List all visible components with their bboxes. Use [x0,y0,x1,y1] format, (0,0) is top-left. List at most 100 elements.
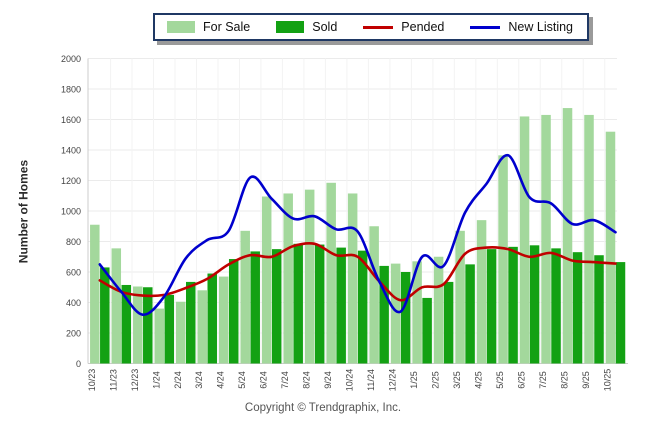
copyright-text: Copyright © Trendgraphix, Inc. [244,402,402,414]
bar-for-sale-6/25 [519,116,530,364]
y-tick-label: 600 [66,268,81,278]
line-new-listing [98,153,617,316]
bar-sold-10/25 [615,262,626,364]
bar-sold-9/24 [336,247,346,364]
bar-sold-6/25 [529,245,540,364]
x-tick-label-1/24: 1/24 [151,371,161,389]
legend-item-pended[interactable]: Pended [363,20,444,34]
bar-sold-11/23 [121,284,132,364]
x-tick-label-8/24: 8/24 [302,371,312,389]
x-tick-label-4/24: 4/24 [216,371,226,389]
bar-sold-11/24 [379,265,389,364]
x-tick-label-11/24: 11/24 [366,369,376,391]
bar-sold-3/25 [465,264,475,364]
legend-item-new-listing[interactable]: New Listing [470,20,573,34]
x-tick-label-10/25: 10/25 [603,369,613,392]
bar-for-sale-5/24 [240,230,250,364]
x-tick-label-8/25: 8/25 [560,371,570,389]
y-tick-label: 0 [76,359,81,369]
bar-for-sale-3/25 [455,230,465,364]
x-tick-label-3/25: 3/25 [452,371,462,389]
bar-for-sale-9/25 [584,114,594,364]
x-tick-label-2/25: 2/25 [431,371,441,389]
bar-for-sale-12/23 [133,286,143,364]
bar-sold-4/25 [486,249,497,364]
y-tick-label: 800 [66,237,81,247]
bar-sold-12/23 [143,287,153,364]
x-tick-label-6/25: 6/25 [517,371,527,389]
legend-item-for-sale[interactable]: For Sale [167,20,250,34]
bar-for-sale-11/24 [369,226,379,364]
bar-sold-10/23 [100,267,110,364]
bar-for-sale-1/25 [412,261,422,364]
x-tick-label-5/25: 5/25 [495,371,505,389]
bar-for-sale-10/24 [347,193,358,364]
for-sale-swatch-icon [167,21,195,33]
legend-label-pended: Pended [401,20,445,34]
x-tick-label-5/24: 5/24 [237,371,247,389]
bar-sold-2/25 [443,281,454,364]
legend-label-new-listing: New Listing [508,20,574,34]
bar-sold-9/25 [594,255,604,364]
x-tick-label-1/25: 1/25 [409,371,419,389]
bar-for-sale-11/23 [111,248,122,364]
bar-sold-6/24 [271,249,282,364]
x-tick-label-10/23: 10/23 [87,369,97,392]
x-tick-label-9/24: 9/24 [323,371,333,389]
y-tick-label: 1000 [61,207,81,217]
bar-for-sale-10/25 [605,131,616,364]
bar-for-sale-6/24 [261,196,272,364]
y-tick-label: 1200 [61,176,81,186]
bar-sold-3/24 [207,273,217,364]
x-tick-label-9/25: 9/25 [581,371,591,389]
x-tick-label-12/23: 12/23 [130,369,140,392]
bar-sold-7/24 [293,243,303,364]
bar-sold-4/24 [228,259,239,364]
y-axis-title: Number of Homes [16,159,31,264]
legend-label-for-sale: For Sale [203,20,251,34]
bar-sold-2/24 [186,281,196,364]
bar-for-sale-8/24 [304,189,315,364]
bar-sold-1/24 [164,294,175,364]
x-tick-label-3/24: 3/24 [194,371,204,389]
bar-for-sale-2/24 [176,301,186,364]
chart-legend: For Sale Sold Pended New Listing [153,13,590,41]
x-tick-label-7/24: 7/24 [280,371,290,389]
legend-item-sold[interactable]: Sold [276,20,337,34]
bar-for-sale-4/25 [476,220,487,364]
sold-swatch-icon [276,21,305,33]
y-tick-label: 400 [66,298,81,308]
y-tick-label: 1600 [61,115,81,125]
bar-for-sale-3/24 [197,290,207,364]
bar-for-sale-5/25 [498,155,508,364]
bar-sold-8/25 [572,252,583,364]
bar-for-sale-10/23 [90,224,100,364]
bar-sold-10/24 [357,250,368,364]
new-listing-line-swatch-icon [470,25,501,29]
line-pended [98,241,617,302]
x-tick-label-4/25: 4/25 [474,371,484,389]
x-tick-label-10/24: 10/24 [345,369,355,392]
x-tick-label-6/24: 6/24 [259,371,269,389]
bar-for-sale-8/25 [562,108,573,364]
bar-sold-8/24 [314,244,325,364]
x-tick-label-7/25: 7/25 [538,371,548,389]
bar-sold-1/25 [422,297,432,364]
bar-for-sale-4/24 [218,276,229,364]
bar-sold-7/25 [551,248,561,364]
bar-sold-12/24 [400,272,411,364]
bar-for-sale-1/24 [154,308,165,364]
pended-line-swatch-icon [363,25,394,29]
x-tick-label-11/23: 11/23 [108,369,118,391]
y-tick-label: 2000 [61,54,81,64]
bar-for-sale-9/24 [326,182,336,364]
y-tick-label: 1800 [61,85,81,95]
bar-sold-5/25 [508,246,518,364]
x-tick-label-2/24: 2/24 [173,371,183,389]
bar-for-sale-7/24 [283,193,293,364]
legend-label-sold: Sold [312,20,338,34]
x-tick-label-12/24: 12/24 [388,369,398,392]
bar-sold-5/24 [250,251,260,364]
